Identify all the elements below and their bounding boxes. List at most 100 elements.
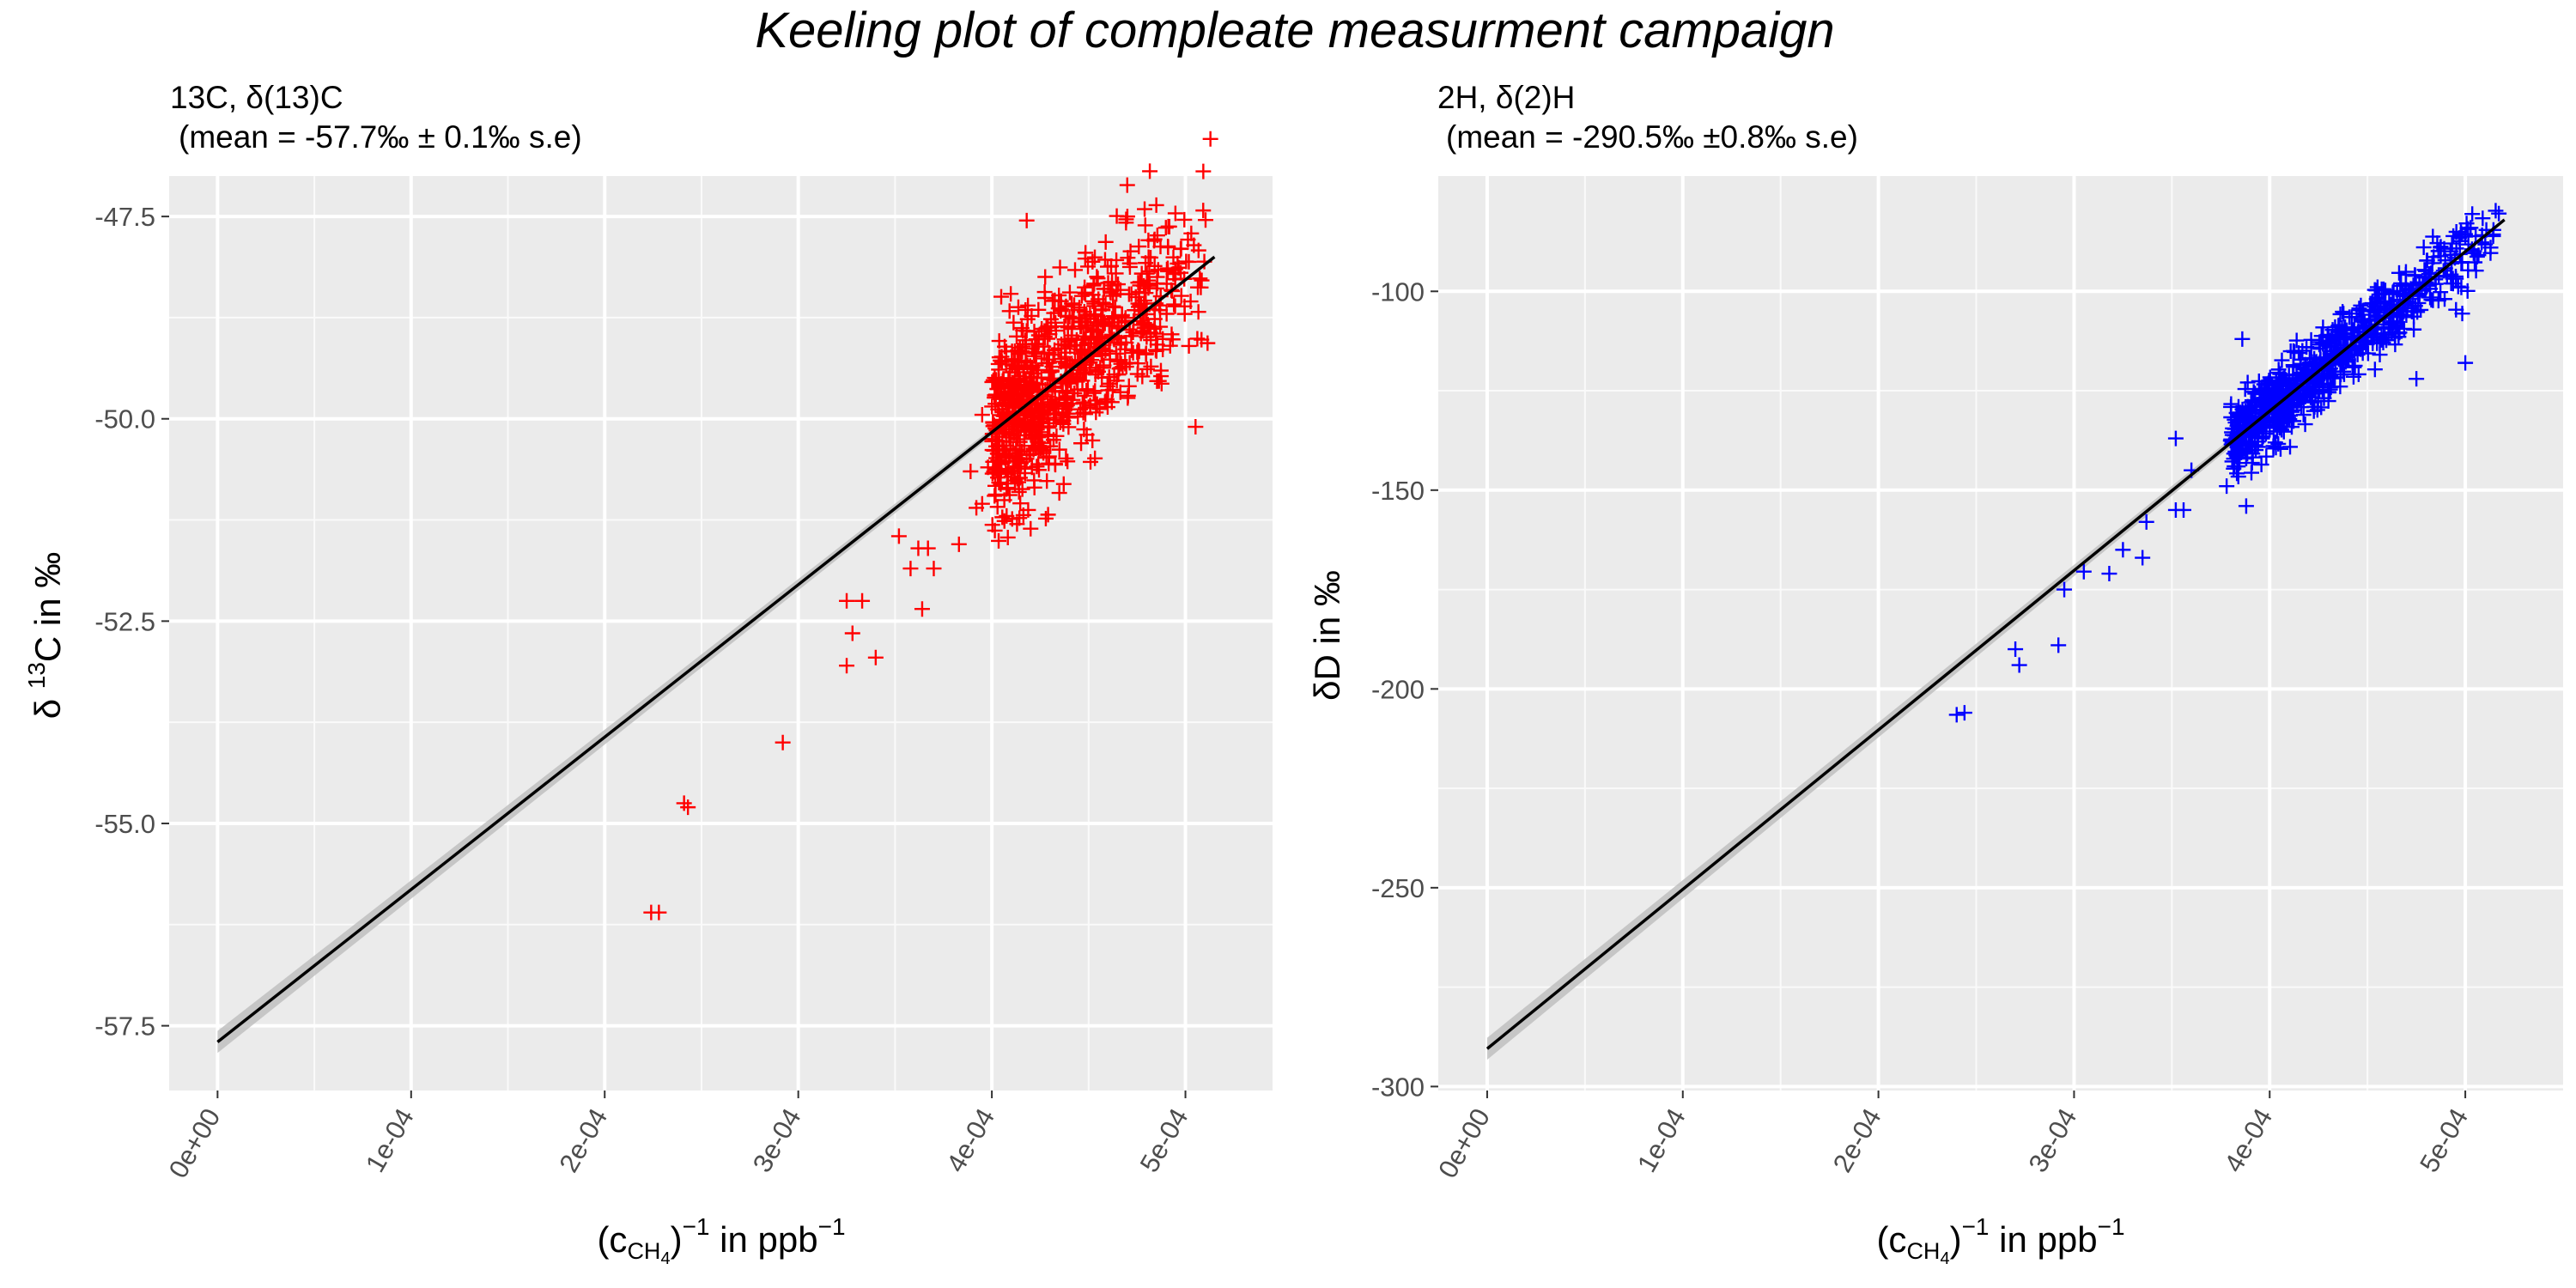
data-point — [1162, 337, 1178, 354]
data-point — [1082, 311, 1098, 327]
data-point — [2288, 332, 2305, 349]
data-point — [920, 540, 936, 556]
y-tick-label: -50.0 — [94, 404, 155, 434]
data-point — [1176, 211, 1193, 228]
data-point — [1064, 327, 1080, 343]
data-point — [2248, 442, 2264, 459]
data-point — [2459, 283, 2476, 299]
data-point — [1097, 252, 1113, 268]
data-point — [1161, 218, 1177, 234]
data-point — [1138, 345, 1154, 361]
data-point — [1067, 262, 1084, 278]
data-point — [1182, 294, 1199, 310]
data-point — [1047, 456, 1063, 472]
panel-13c-y-axis-label: δ 13C in ‰ — [23, 552, 68, 720]
data-point — [1195, 163, 1212, 179]
data-point — [2433, 240, 2449, 256]
data-point — [1082, 398, 1098, 414]
data-point — [1048, 323, 1064, 339]
data-point — [1064, 295, 1080, 312]
data-point — [2320, 393, 2336, 410]
data-point — [1181, 337, 1197, 354]
panel-2h-y-axis-label: δD in ‰ — [1307, 570, 1347, 701]
data-point — [1058, 450, 1074, 466]
data-point — [2332, 379, 2348, 395]
data-point — [1004, 378, 1020, 394]
data-point — [1040, 507, 1056, 523]
data-point — [2286, 413, 2302, 429]
data-point — [2050, 637, 2067, 653]
data-point — [1119, 209, 1135, 225]
data-point — [2342, 309, 2358, 325]
data-point — [999, 529, 1016, 545]
data-point — [1001, 303, 1018, 319]
x-tick-label: 2e-04 — [1827, 1103, 1887, 1177]
data-point — [2443, 266, 2459, 283]
data-point — [867, 649, 884, 665]
data-point — [1042, 438, 1059, 454]
regression-line — [1485, 218, 2506, 1050]
data-point — [1051, 441, 1067, 458]
data-point — [1073, 435, 1090, 452]
data-point — [2276, 370, 2293, 386]
data-point — [2349, 324, 2366, 340]
data-point — [1133, 295, 1149, 312]
data-point — [2468, 263, 2484, 279]
data-point — [1094, 347, 1110, 363]
data-point — [2477, 236, 2494, 252]
panel-2h-subtitle-line1: 2H, δ(2)H — [1437, 80, 1575, 115]
data-point — [1011, 483, 1027, 500]
data-point — [2336, 366, 2352, 382]
data-point — [1077, 343, 1093, 359]
data-point — [1195, 203, 1212, 219]
data-point — [1009, 354, 1025, 370]
data-point — [995, 407, 1012, 423]
data-point — [2392, 277, 2409, 294]
data-point — [1200, 335, 1216, 351]
data-point — [1086, 298, 1103, 314]
y-tick-label: -250 — [1371, 873, 1425, 903]
data-point — [1123, 328, 1139, 344]
data-point — [1130, 275, 1146, 291]
data-point — [2365, 325, 2381, 342]
data-point — [2491, 205, 2507, 222]
data-point — [1146, 233, 1163, 249]
data-point — [1197, 212, 1213, 228]
data-point — [1034, 321, 1050, 337]
data-point — [974, 407, 990, 423]
data-point — [1073, 288, 1090, 304]
data-point — [1956, 705, 1972, 721]
data-point — [1066, 337, 1083, 354]
data-point — [1001, 429, 1018, 446]
panel-2h-y-ticks: -100 -150 -200 -250 -300 — [1371, 276, 1438, 1102]
data-point — [1011, 346, 1027, 362]
data-point — [1137, 201, 1153, 217]
data-point — [999, 480, 1016, 496]
data-point — [2247, 402, 2263, 418]
data-point — [1149, 269, 1165, 285]
data-point — [1077, 279, 1093, 295]
data-point — [2407, 268, 2423, 284]
data-point — [2451, 246, 2468, 262]
regression-line — [216, 255, 1216, 1043]
data-point — [1155, 342, 1171, 358]
data-point — [987, 486, 1004, 502]
data-point — [1023, 520, 1039, 537]
data-point — [1080, 258, 1097, 275]
data-point — [1120, 250, 1136, 266]
data-point — [2475, 210, 2491, 227]
data-point — [2234, 331, 2251, 347]
data-point — [1166, 296, 1182, 313]
data-point — [676, 795, 692, 811]
data-point — [991, 475, 1007, 491]
data-point — [1078, 307, 1095, 324]
data-point — [1109, 353, 1126, 369]
data-point — [2330, 329, 2347, 345]
data-point — [2278, 387, 2294, 404]
data-point — [1190, 242, 1206, 258]
data-point — [2465, 245, 2482, 261]
data-point — [2257, 416, 2273, 433]
data-point — [2257, 376, 2274, 392]
data-point — [1118, 211, 1134, 228]
data-point — [1121, 258, 1138, 275]
